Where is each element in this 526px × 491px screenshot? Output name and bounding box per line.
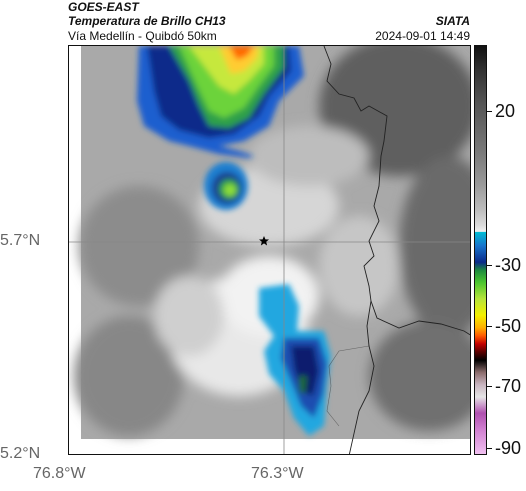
colorbar bbox=[474, 45, 487, 455]
cloud-top-south bbox=[259, 284, 331, 436]
lon-tick-label: 76.3°W bbox=[251, 465, 304, 482]
region-label: Vía Medellín - Quibdó 50km bbox=[68, 29, 217, 43]
cloud-top-north bbox=[137, 46, 304, 158]
colorbar-tick bbox=[487, 111, 492, 112]
colorbar-tick bbox=[487, 448, 492, 449]
colorbar-label: -50 bbox=[495, 316, 522, 336]
graticule bbox=[69, 46, 470, 454]
department-boundary bbox=[323, 46, 470, 336]
star-icon[interactable] bbox=[259, 236, 269, 246]
satellite-map[interactable] bbox=[68, 45, 471, 455]
colorbar-label: -30 bbox=[495, 255, 522, 275]
lon-tick-label: 76.8°W bbox=[33, 465, 86, 482]
colorbar-tick bbox=[487, 326, 492, 327]
colorbar-label: 20 bbox=[495, 101, 516, 121]
lat-tick-label: 5.7°N bbox=[0, 232, 41, 249]
timestamp-label: 2024-09-01 14:49 bbox=[375, 29, 470, 43]
cloud-top-middle bbox=[204, 162, 248, 210]
colorbar-label: -90 bbox=[495, 438, 522, 458]
colorbar-tick bbox=[487, 386, 492, 387]
product-title: GOES-EAST bbox=[68, 0, 139, 14]
colorbar-tick bbox=[487, 265, 492, 266]
municipal-boundary-east bbox=[326, 345, 370, 427]
product-subtitle: Temperatura de Brillo CH13 bbox=[68, 14, 226, 28]
lat-tick-label: 5.2°N bbox=[0, 445, 41, 462]
colorbar-label: -70 bbox=[495, 376, 522, 396]
municipal-boundary bbox=[348, 300, 375, 454]
map-canvas bbox=[69, 46, 470, 454]
credit-label: SIATA bbox=[435, 14, 470, 28]
